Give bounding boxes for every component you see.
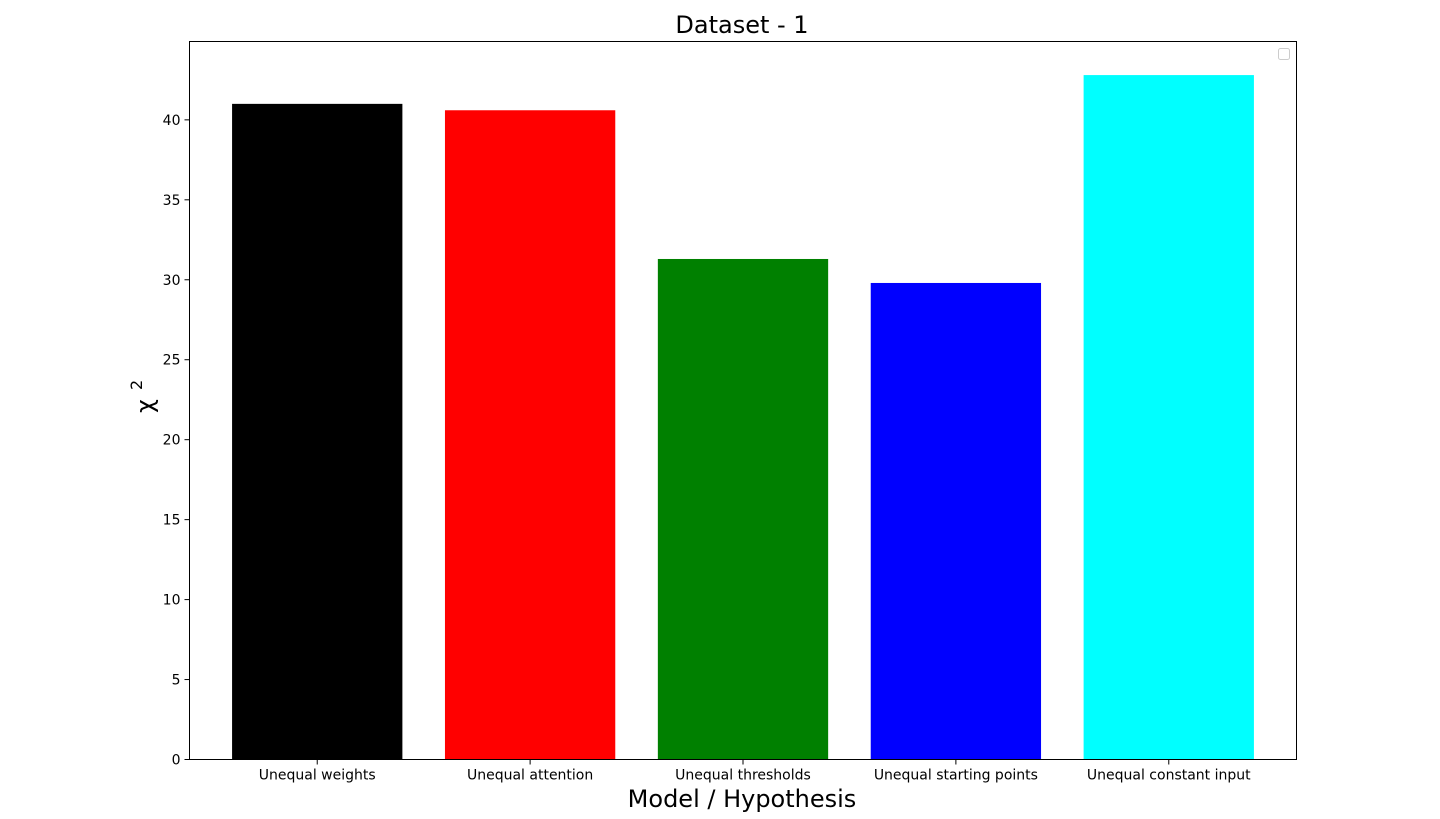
x-tick-label: Unequal thresholds — [675, 768, 811, 784]
y-tick-label: 5 — [172, 673, 181, 689]
y-axis-label-superscript: 2 — [127, 380, 146, 390]
chart-title: Dataset - 1 — [675, 11, 808, 39]
y-tick-label: 40 — [163, 113, 181, 129]
bar-5 — [1083, 75, 1254, 760]
x-tick-label: Unequal attention — [467, 768, 593, 784]
bar-1 — [232, 103, 403, 760]
bar-4 — [870, 282, 1042, 760]
y-axis-label-symbol: χ — [131, 399, 159, 413]
y-tick-label: 10 — [163, 593, 181, 609]
legend-box — [1278, 48, 1290, 60]
x-axis-label: Model / Hypothesis — [628, 785, 857, 813]
y-axis-ticks: 0 5 10 15 20 25 30 35 40 — [163, 113, 190, 769]
y-tick-label: 25 — [163, 353, 181, 369]
x-tick-label: Unequal weights — [259, 768, 376, 784]
y-axis-label: χ 2 — [127, 380, 159, 413]
x-axis-ticks: Unequal weights Unequal attention Unequal … — [259, 759, 1251, 784]
x-tick-label: Unequal starting points — [874, 768, 1038, 784]
bar-2 — [444, 110, 616, 760]
plot-frame — [189, 41, 1297, 760]
y-tick-label: 35 — [163, 193, 181, 209]
y-tick-label: 15 — [163, 513, 181, 529]
svg-text:χ: χ — [131, 399, 159, 413]
y-tick-label: 30 — [163, 273, 181, 289]
bar-3 — [657, 258, 829, 760]
bars-group — [232, 75, 1254, 760]
y-tick-label: 0 — [172, 753, 181, 769]
x-tick-label: Unequal constant input — [1087, 768, 1251, 784]
y-tick-label: 20 — [163, 433, 181, 449]
